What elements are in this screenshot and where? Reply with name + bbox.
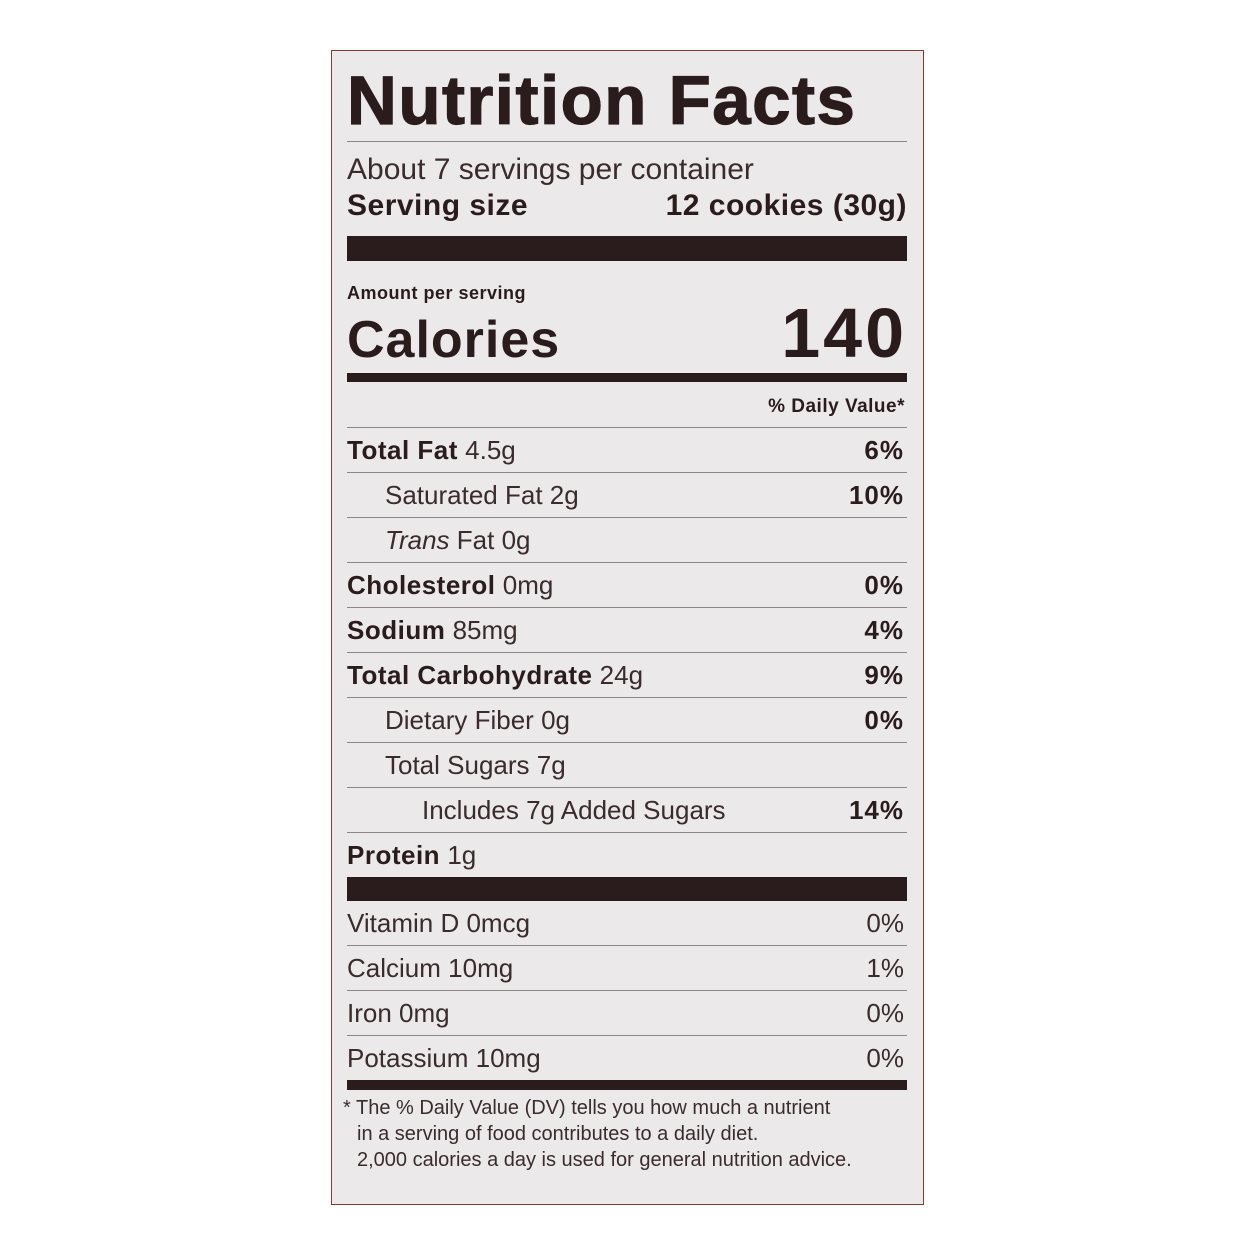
nutrient-amount: 0g — [541, 704, 570, 735]
nutrient-amount: 0mg — [502, 569, 554, 600]
nutrient-dv: 10% — [848, 479, 904, 510]
nutrient-row-sodium: Sodium 85mg 4% — [347, 607, 907, 652]
nutrient-name-suffix: Fat — [456, 524, 495, 555]
nutrient-name: Sodium — [347, 614, 446, 645]
nutrient-name: Total Carbohydrate — [347, 659, 593, 690]
nutrient-name: Cholesterol — [347, 569, 496, 600]
nutrient-dv: 4% — [864, 614, 904, 645]
vitamin-dv: 0% — [866, 1042, 904, 1073]
nutrient-dv: 6% — [864, 434, 904, 465]
nutrient-dv: 14% — [848, 794, 904, 825]
vitamin-amount: 10mg — [475, 1042, 541, 1073]
divider — [347, 141, 907, 142]
nutrient-row-trans-fat: Trans Fat 0g — [347, 517, 907, 562]
serving-size: Serving size 12 cookies (30g) — [347, 188, 907, 224]
vitamin-dv: 0% — [866, 907, 904, 938]
nutrient-row-total-sugars: Total Sugars 7g — [347, 742, 907, 787]
vitamin-row-calcium: Calcium 10mg 1% — [347, 946, 907, 991]
vitamin-name: Vitamin D — [347, 907, 460, 938]
nutrient-row-added-sugars: Includes 7g Added Sugars 14% — [347, 787, 907, 832]
nutrient-amount: 85mg — [452, 614, 518, 645]
footnote-line: 2,000 calories a day is used for general… — [357, 1149, 852, 1171]
nutrient-amount: 7g — [536, 749, 566, 780]
amount-per-serving: Amount per serving — [347, 283, 527, 303]
nutrient-amount: 24g — [599, 659, 644, 690]
footnote-line: in a serving of food contributes to a da… — [357, 1123, 759, 1145]
nutrient-amount: 2g — [549, 479, 579, 510]
nutrition-facts-label: Nutrition Facts About 7 servings per con… — [331, 50, 924, 1205]
servings-per-container: About 7 servings per container — [347, 153, 754, 186]
nutrient-row-cholesterol: Cholesterol 0mg 0% — [347, 562, 907, 607]
label-title: Nutrition Facts — [346, 61, 857, 139]
nutrient-dv: 9% — [864, 659, 904, 690]
nutrient-name: Protein — [347, 839, 441, 870]
vitamin-dv: 1% — [866, 952, 904, 983]
vitamin-row-potassium: Potassium 10mg 0% — [347, 1036, 907, 1080]
nutrient-name: Saturated Fat — [385, 479, 543, 510]
nutrient-amount: 4.5g — [465, 434, 516, 465]
medium-divider — [347, 373, 907, 382]
daily-value-header: % Daily Value* — [768, 396, 905, 417]
nutrient-amount: 0g — [501, 524, 531, 555]
calories-label: Calories — [347, 311, 561, 369]
serving-size-value: 12 cookies (30g) — [665, 189, 907, 222]
nutrient-row-saturated-fat: Saturated Fat 2g 10% — [347, 472, 907, 517]
vitamin-dv: 0% — [866, 997, 904, 1028]
footnote: * The % Daily Value (DV) tells you how m… — [343, 1095, 907, 1173]
nutrient-dv: 0% — [864, 569, 904, 600]
calories-value: 140 — [781, 294, 907, 372]
nutrient-name: Dietary Fiber — [385, 704, 534, 735]
nutrient-row-protein: Protein 1g — [347, 832, 907, 877]
vitamin-name: Potassium — [347, 1042, 469, 1073]
thick-divider — [347, 877, 907, 901]
footnote-line: * The % Daily Value (DV) tells you how m… — [343, 1097, 831, 1119]
vitamin-name: Iron — [347, 997, 392, 1028]
nutrient-name: Total Sugars — [385, 749, 530, 780]
thick-divider — [347, 236, 907, 261]
nutrient-row-dietary-fiber: Dietary Fiber 0g 0% — [347, 697, 907, 742]
nutrient-row-total-carbohydrate: Total Carbohydrate 24g 9% — [347, 652, 907, 697]
nutrient-dv: 0% — [864, 704, 904, 735]
nutrient-row-total-fat: Total Fat 4.5g 6% — [347, 427, 907, 472]
vitamin-amount: 0mcg — [466, 907, 531, 938]
nutrient-amount: 1g — [447, 839, 477, 870]
vitamin-row-vitamin-d: Vitamin D 0mcg 0% — [347, 901, 907, 946]
medium-divider — [347, 1080, 907, 1090]
vitamin-amount: 0mg — [399, 997, 450, 1028]
nutrient-name: Includes 7g Added Sugars — [422, 794, 726, 825]
vitamin-row-iron: Iron 0mg 0% — [347, 991, 907, 1036]
calories-row: Calories 140 — [347, 294, 907, 372]
nutrient-name: Trans — [385, 524, 450, 555]
vitamin-amount: 10mg — [448, 952, 514, 983]
vitamin-name: Calcium — [347, 952, 441, 983]
nutrient-name: Total Fat — [347, 434, 458, 465]
serving-size-label: Serving size — [347, 189, 529, 222]
